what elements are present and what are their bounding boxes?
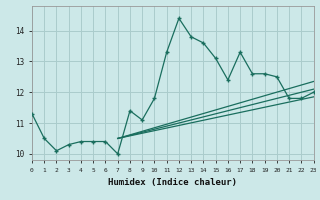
X-axis label: Humidex (Indice chaleur): Humidex (Indice chaleur) [108,178,237,187]
